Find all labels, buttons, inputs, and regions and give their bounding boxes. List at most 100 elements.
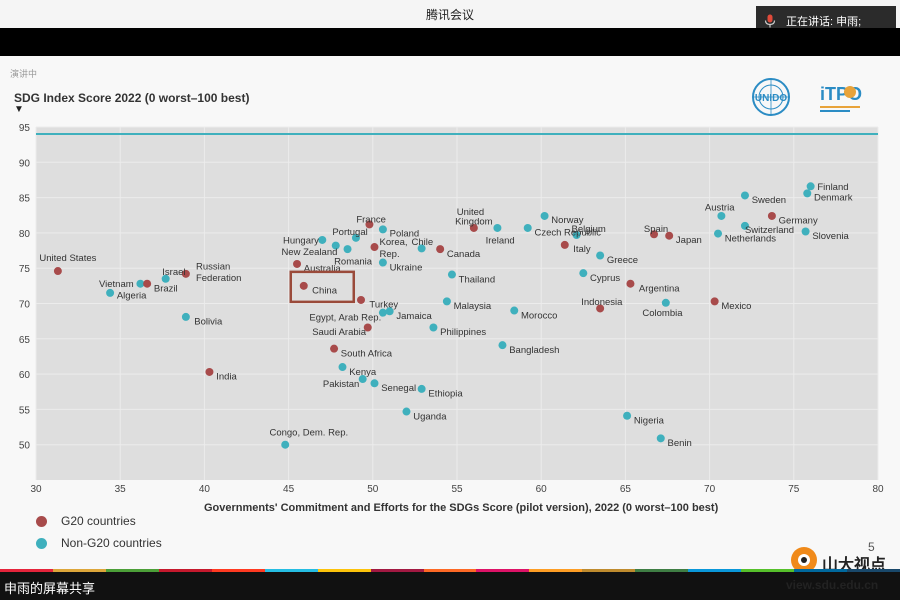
point-sweden <box>740 191 749 200</box>
point-label: Congo, Dem. Rep. <box>269 427 348 438</box>
point-india <box>205 367 214 376</box>
point-malaysia <box>442 297 451 306</box>
point-label: Ireland <box>486 235 515 246</box>
china-highlight-box <box>289 270 356 304</box>
point-south-africa <box>330 344 339 353</box>
point-label: Colombia <box>642 308 683 319</box>
point-label: Austria <box>705 202 735 213</box>
point-turkey <box>357 295 366 304</box>
legend-dot-non-g20 <box>36 537 47 549</box>
point-label: Cyprus <box>590 273 620 284</box>
point-label: Greece <box>607 255 638 266</box>
y-tick-label: 80 <box>19 229 31 240</box>
point-label: Turkey <box>369 300 398 311</box>
point-label: Switzerland <box>745 225 794 236</box>
point-ethiopia <box>417 384 426 393</box>
point-label: United <box>457 207 484 218</box>
y-axis-ticks: 50 55 60 65 70 75 80 85 90 95 <box>19 123 31 452</box>
point-label: Finland <box>817 182 848 193</box>
point-label: Norway <box>551 215 583 226</box>
y-axis-arrow-icon: ▼ <box>14 104 24 115</box>
y-tick-label: 50 <box>19 441 31 452</box>
y-tick-label: 70 <box>19 300 31 311</box>
y-tick-label: 60 <box>19 370 31 381</box>
point-label: Argentina <box>639 283 680 294</box>
point-label: Saudi Arabia <box>312 327 367 338</box>
point-china <box>299 281 308 290</box>
point-hungary <box>318 235 327 244</box>
toolbar-band <box>0 28 900 56</box>
point-slovenia <box>801 227 810 236</box>
point-label: Portugal <box>332 227 367 238</box>
point-denmark <box>803 189 812 198</box>
point-label: Philippines <box>440 327 486 338</box>
window-title: 腾讯会议 <box>425 8 474 22</box>
point-italy <box>560 240 569 249</box>
point-label: India <box>216 372 237 383</box>
point-colombia <box>661 298 670 307</box>
point-label: Germany <box>779 216 818 227</box>
point-israel <box>161 274 170 283</box>
point-romania <box>343 245 352 254</box>
point-label: Algeria <box>117 291 147 302</box>
point-finland <box>806 182 815 191</box>
point-uganda <box>402 407 411 416</box>
point-label: Nigeria <box>634 415 665 426</box>
point-label: Israel <box>162 267 185 278</box>
point-label: Uganda <box>413 411 447 422</box>
point-belgium <box>572 231 581 240</box>
page-number: 5 <box>868 540 875 554</box>
x-tick-label: 65 <box>620 484 632 495</box>
point-label: Pakistan <box>323 379 359 390</box>
point-algeria <box>106 288 115 297</box>
point-morocco <box>510 306 519 315</box>
point-kenya <box>338 363 347 372</box>
point-label: South Africa <box>341 348 393 359</box>
point-label: Federation <box>196 273 241 284</box>
screen-share-label: 申雨的屏幕共享 <box>4 581 96 596</box>
point-label: Vietnam <box>99 279 134 290</box>
point-portugal <box>351 233 360 242</box>
point-label: Italy <box>573 244 591 255</box>
x-tick-label: 60 <box>536 484 548 495</box>
point-united <box>469 223 478 232</box>
point-label: Hungary <box>283 235 319 246</box>
point-ireland <box>493 223 502 232</box>
sdu-url: view.sdu.edu.cn <box>786 578 879 592</box>
legend-item-g20: G20 countries <box>36 510 162 532</box>
point-bolivia <box>181 312 190 321</box>
y-axis-title: SDG Index Score 2022 (0 worst–100 best) <box>14 91 250 105</box>
point-label: Japan <box>676 235 702 246</box>
x-tick-label: 55 <box>451 484 463 495</box>
point-labels: United States Vietnam Brazil Algeria Israel R… <box>39 182 852 449</box>
point-benin <box>656 434 665 443</box>
point-label: Australia <box>304 264 342 275</box>
point-norway <box>540 211 549 220</box>
point-label: Ethiopia <box>428 389 463 400</box>
x-tick-label: 80 <box>872 484 884 495</box>
point-nigeria <box>623 411 632 420</box>
y-tick-label: 85 <box>19 194 31 205</box>
x-axis-ticks: 30 35 40 45 50 55 60 65 70 75 80 <box>30 484 884 495</box>
y-tick-label: 95 <box>19 123 31 134</box>
point-label: Netherlands <box>725 233 776 244</box>
point-congo-dem-rep <box>281 440 290 449</box>
point-spain <box>650 230 659 239</box>
point-switzerland <box>740 221 749 230</box>
point-label: Kenya <box>349 367 377 378</box>
point-vietnam <box>136 279 145 288</box>
legend-label-non-g20: Non-G20 countries <box>61 536 162 550</box>
point-label: Thailand <box>459 274 495 285</box>
point-label: Poland <box>390 228 420 239</box>
point-australia <box>293 259 302 268</box>
point-france <box>365 220 374 229</box>
point-egypt-arab-rep <box>378 308 387 317</box>
point-label: Canada <box>447 249 481 260</box>
point-pakistan <box>358 375 367 384</box>
point-mexico <box>710 297 719 306</box>
point-label: Senegal <box>381 383 416 394</box>
legend-label-g20: G20 countries <box>61 514 136 528</box>
point-label: New Zealand <box>281 247 337 258</box>
point-russian <box>181 269 190 278</box>
point-label: Morocco <box>521 310 557 321</box>
